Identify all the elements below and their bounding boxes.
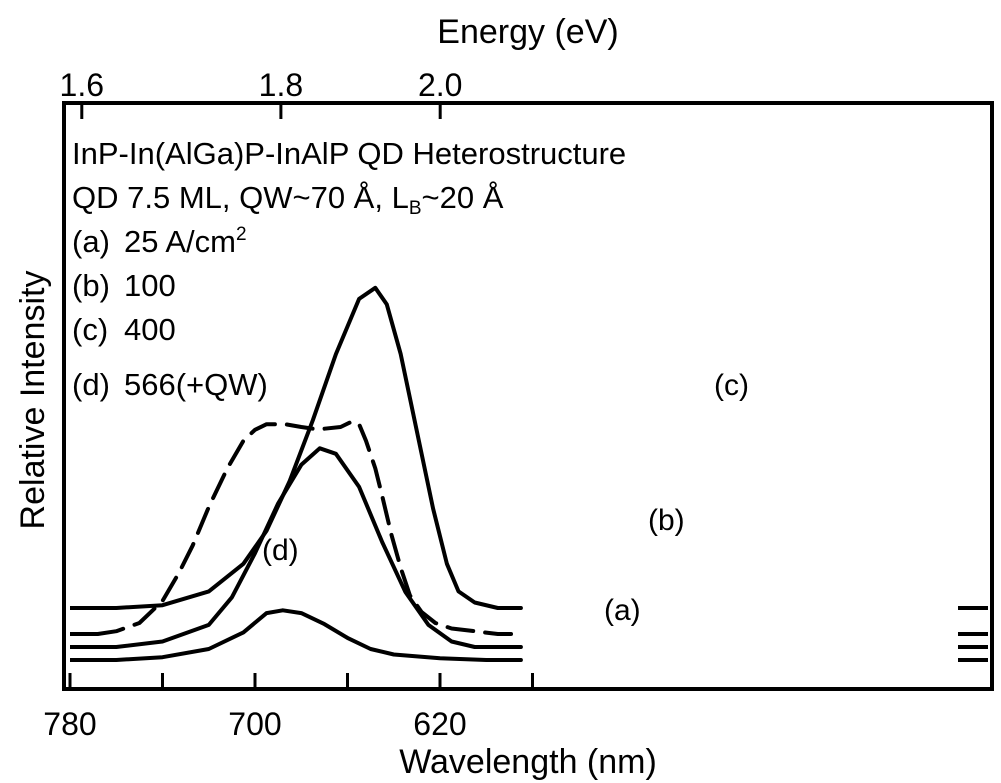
curve-label-a: (a) <box>604 594 641 627</box>
series-line-(c) <box>95 285 523 610</box>
x-axis-title: Wavelength (nm) <box>399 743 657 781</box>
legend: InP-In(AlGa)P-InAlP QD Heterostructure Q… <box>72 136 626 402</box>
legend-b-key: (b) <box>72 268 110 303</box>
top-ticks: 1.6 1.8 2.0 <box>60 67 462 119</box>
top-tick-label: 2.0 <box>418 67 462 103</box>
x-tick-label: 620 <box>413 706 466 742</box>
plot-frame <box>62 101 994 691</box>
top-tick-label: 1.6 <box>60 67 104 103</box>
legend-a-key: (a) <box>72 224 110 259</box>
series-line-(a) <box>95 608 523 662</box>
curve-label-c: (c) <box>714 369 749 402</box>
series-line-(d) <box>95 419 523 636</box>
legend-b-value: 100 <box>124 268 176 303</box>
legend-d-key: (d) <box>72 367 110 402</box>
x-tick-label: 780 <box>43 706 96 742</box>
series-line-(b) <box>95 446 523 649</box>
bottom-ticks: 780 700 620 <box>43 673 534 742</box>
legend-a-value: 25 A/cm2 <box>124 224 247 259</box>
x-tick-label: 700 <box>228 706 281 742</box>
curve-label-b: (b) <box>648 504 685 537</box>
legend-c-key: (c) <box>72 312 108 347</box>
legend-d-value: 566(+QW) <box>124 367 268 402</box>
curve-label-d: (d) <box>262 534 299 567</box>
legend-c-value: 400 <box>124 312 176 347</box>
legend-params: QD 7.5 ML, QW~70 Å, LB~20 Å <box>72 180 504 219</box>
top-axis-title: Energy (eV) <box>437 13 618 51</box>
series-layer <box>70 285 988 662</box>
y-axis-title: Relative Intensity <box>14 271 52 530</box>
top-tick-label: 1.8 <box>259 67 303 103</box>
legend-title: InP-In(AlGa)P-InAlP QD Heterostructure <box>72 136 626 171</box>
